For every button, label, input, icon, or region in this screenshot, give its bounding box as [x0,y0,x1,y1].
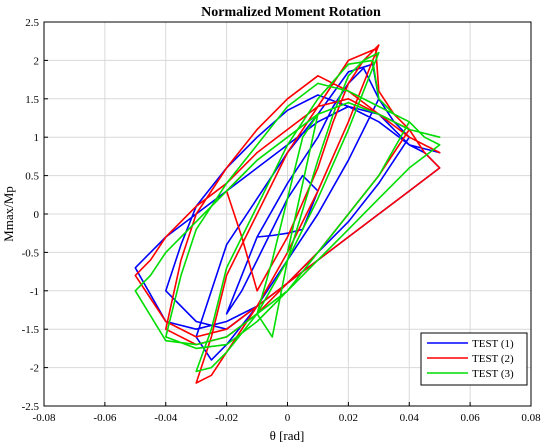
legend-box [420,332,528,386]
y-tick-label: 0.5 [25,171,39,183]
y-tick-label: 1.5 [25,94,39,106]
legend: TEST (1) TEST (2) TEST (3) [420,332,528,386]
y-tick-label: -1 [30,286,39,298]
x-tick-label: -0.02 [215,412,238,424]
y-tick-label: 2.5 [25,17,39,29]
legend-label-test-1: TEST (1) [472,338,514,350]
y-axis-ticks: 2.5 2 1.5 1 0.5 0 -0.5 -1 -1.5 -2 -2.5 [22,17,48,413]
y-tick-label: 0 [34,209,40,221]
series-line-test-3 [134,51,441,373]
x-tick-label: -0.06 [93,412,116,424]
x-tick-label: 0.02 [339,412,358,424]
legend-label-test-2: TEST (2) [472,353,514,365]
y-tick-label: -0.5 [22,247,40,259]
y-tick-label: 1 [34,132,40,144]
x-tick-label: 0.06 [461,412,481,424]
y-tick-label: -2.5 [22,401,40,413]
series-line-test-1 [134,63,441,361]
y-tick-label: -2 [30,363,39,375]
chart-title: Normalized Moment Rotation [201,5,381,20]
x-tick-label: 0 [285,412,291,424]
series-group [134,44,441,384]
y-tick-label: -1.5 [22,324,40,336]
y-axis-label: Mmax/Mp [1,186,16,242]
x-tick-label: 0.08 [521,412,541,424]
legend-label-test-3: TEST (3) [472,368,514,380]
x-tick-label: -0.08 [33,412,56,424]
y-tick-label: 2 [34,55,40,67]
x-axis-label: θ [rad] [270,428,305,443]
x-tick-label: -0.04 [154,412,177,424]
x-axis-ticks: -0.08 -0.06 -0.04 -0.02 0 0.02 0.04 0.06 0.08 [33,402,541,424]
x-tick-label: 0.04 [400,412,420,424]
